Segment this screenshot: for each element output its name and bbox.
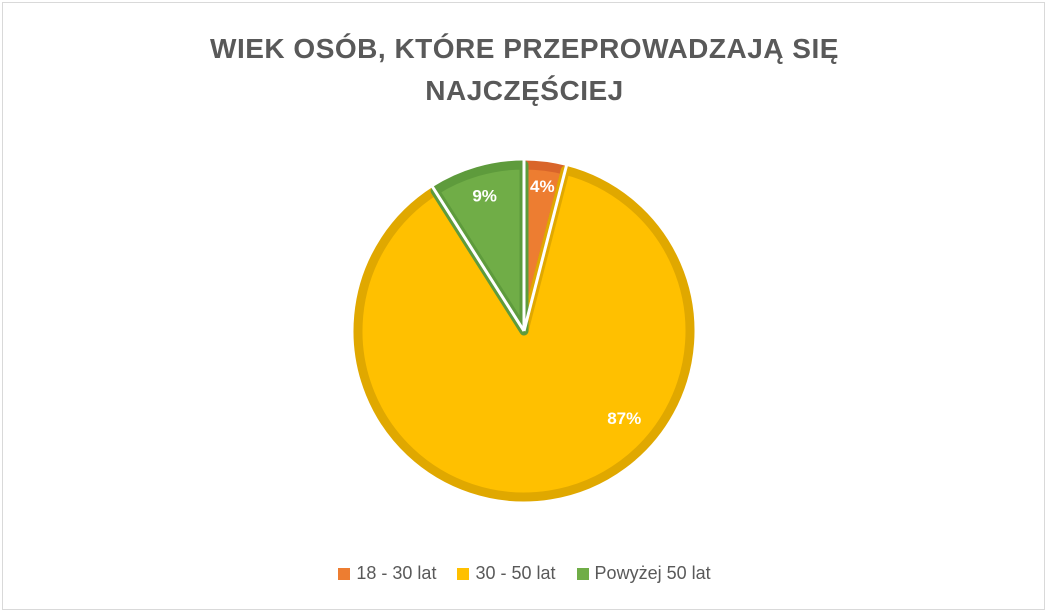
chart-title-line-1: WIEK OSÓB, KTÓRE PRZEPROWADZAJĄ SIĘ: [210, 33, 839, 64]
slice-separator: [431, 185, 526, 332]
legend-item-30-50: 30 - 50 lat: [457, 563, 556, 584]
legend-swatch-30-50: [457, 567, 470, 580]
data-label-18-30: 4%: [530, 177, 555, 196]
slice-separator: [522, 164, 568, 332]
legend-label-over-50: Powyżej 50 lat: [594, 563, 711, 583]
legend-swatch-18-30: [338, 567, 351, 580]
legend-swatch-over-50: [576, 567, 589, 580]
legend-label-18-30: 18 - 30 lat: [356, 563, 437, 583]
pie-slice-over-50: [430, 160, 529, 336]
legend-label-30-50: 30 - 50 lat: [475, 563, 556, 583]
legend-item-over-50: Powyżej 50 lat: [576, 563, 711, 584]
chart-title-line-2: NAJCZĘŚCIEJ: [425, 75, 624, 106]
data-label-30-50: 87%: [607, 409, 641, 428]
legend-item-18-30: 18 - 30 lat: [338, 563, 436, 584]
chart-title: WIEK OSÓB, KTÓRE PRZEPROWADZAJĄ SIĘ NAJC…: [0, 28, 1049, 112]
legend: 18 - 30 lat 30 - 50 lat Powyżej 50 lat: [0, 563, 1049, 585]
data-label-over-50: 9%: [472, 187, 497, 206]
